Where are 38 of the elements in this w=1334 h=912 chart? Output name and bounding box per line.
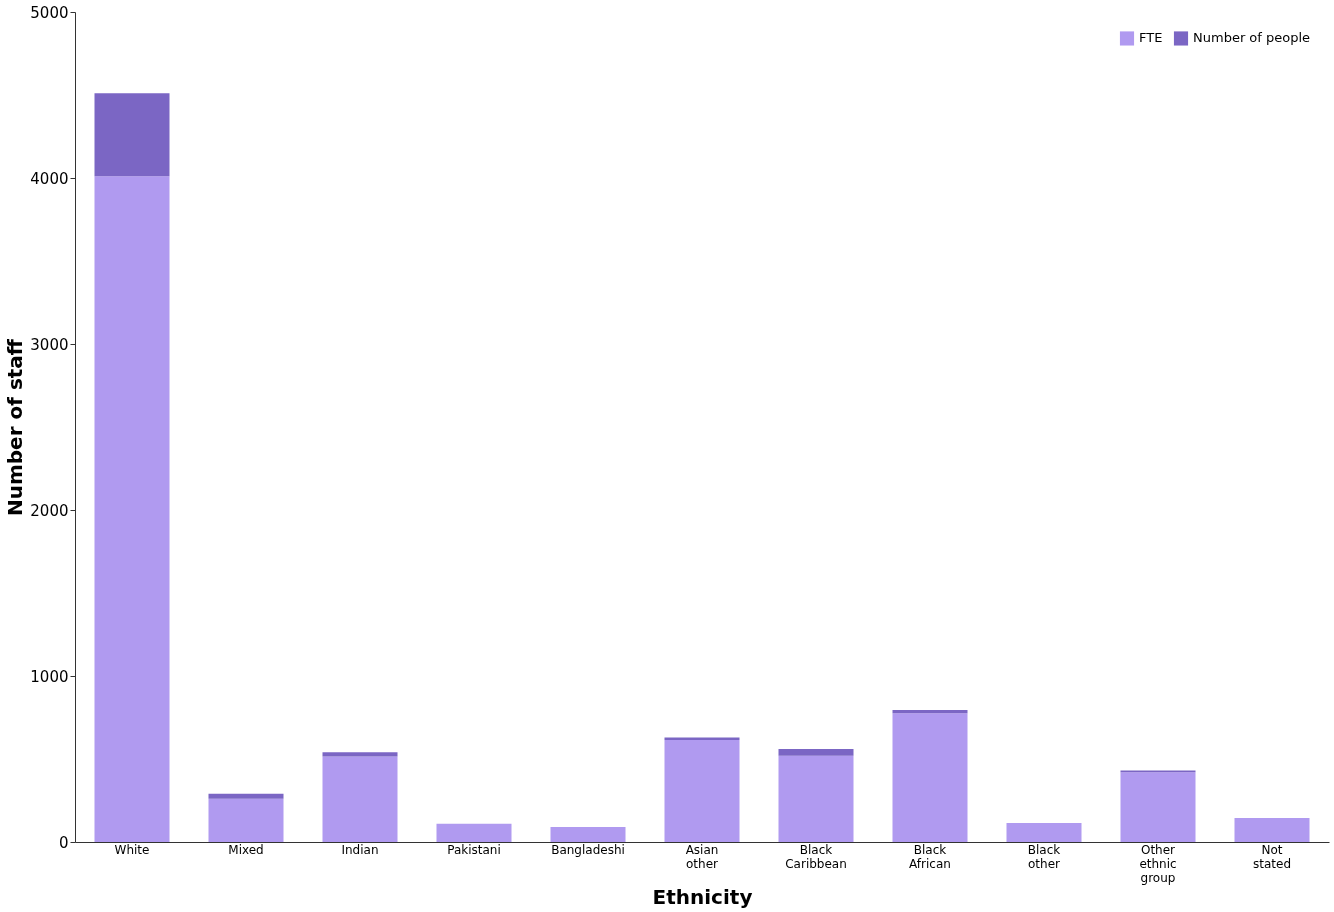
- bar: [322, 756, 398, 842]
- bar: [1120, 772, 1196, 842]
- bar: [94, 176, 170, 842]
- x-tick-label: Mixed: [228, 842, 264, 857]
- bar: [322, 752, 398, 757]
- x-tick-label: Pakistani: [447, 842, 501, 857]
- y-tick-label: 5000: [30, 3, 69, 22]
- x-tick-label: Bangladeshi: [551, 842, 625, 857]
- x-tick-label: Black other: [1027, 842, 1061, 871]
- y-tick-label: 2000: [30, 501, 69, 520]
- bar: [664, 739, 740, 842]
- bar: [94, 93, 170, 177]
- y-tick-label: 1000: [30, 667, 69, 686]
- x-axis-title: Ethnicity: [652, 884, 753, 909]
- x-tick-label: Not stated: [1252, 842, 1292, 871]
- y-tick-label: 3000: [30, 335, 69, 354]
- legend-label: FTE: [1139, 30, 1163, 46]
- bar: [892, 713, 968, 842]
- x-tick-label: Asian other: [685, 842, 719, 871]
- bar: [778, 749, 854, 756]
- bar: [208, 798, 284, 842]
- y-axis-title: Number of staff: [3, 338, 28, 517]
- bar: [550, 827, 626, 842]
- bar: [1234, 817, 1310, 842]
- x-tick-label: Black African: [909, 842, 951, 871]
- y-tick-label: 4000: [30, 169, 69, 188]
- bar: [436, 823, 512, 842]
- bar: [664, 737, 740, 740]
- y-tick-label: 0: [58, 833, 69, 852]
- x-tick-label: Black Caribbean: [785, 842, 847, 871]
- legend-label: Number of people: [1193, 30, 1311, 46]
- bar: [778, 755, 854, 842]
- x-tick-label: White: [114, 842, 150, 857]
- x-tick-label: Indian: [341, 842, 379, 857]
- bar: [1006, 822, 1082, 842]
- bar: [208, 793, 284, 799]
- bar: [892, 710, 968, 714]
- x-tick-label: Other ethnic group: [1139, 842, 1177, 885]
